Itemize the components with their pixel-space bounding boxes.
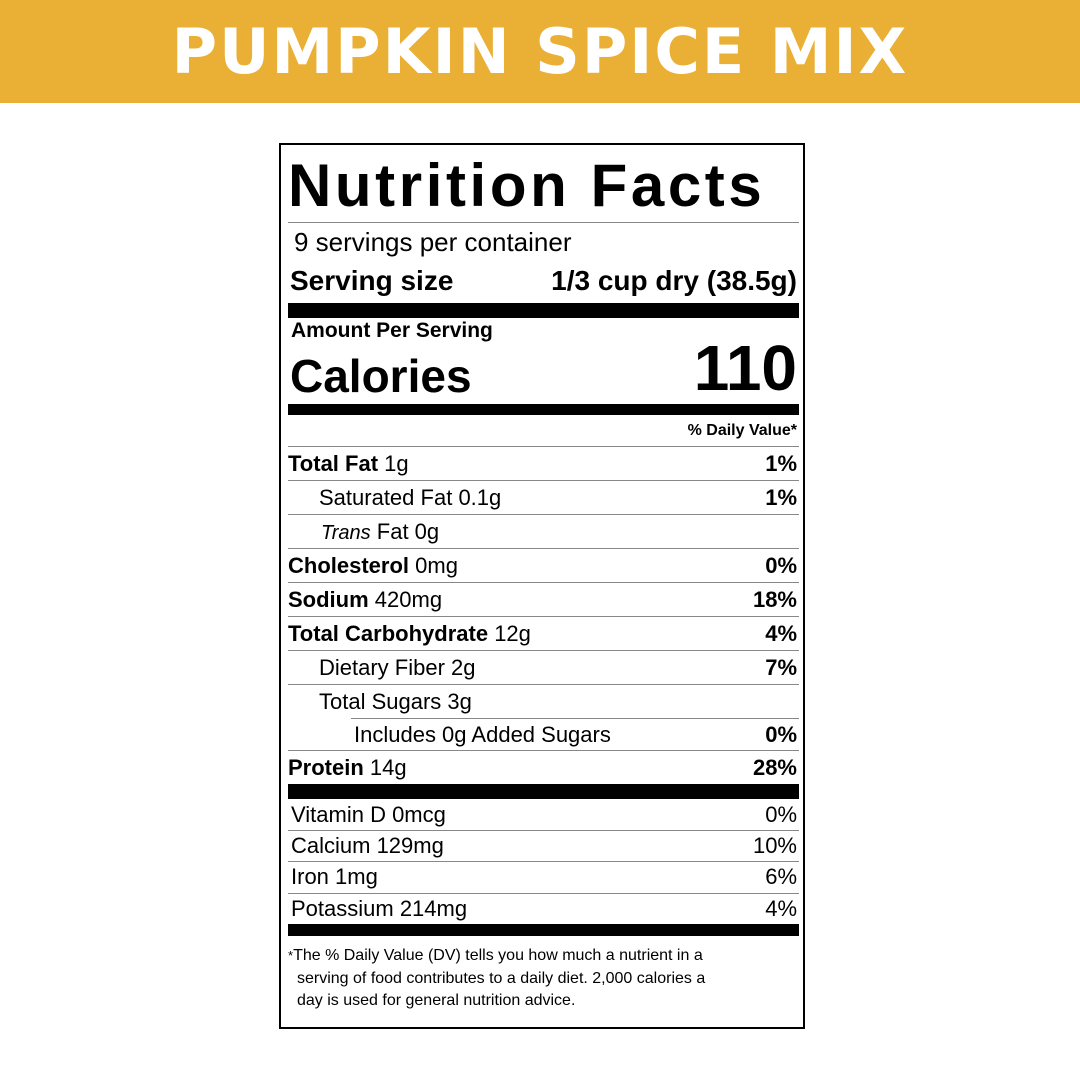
nutrient-row: Includes 0g Added Sugars 0% xyxy=(351,718,799,750)
thick-divider xyxy=(288,924,799,936)
label-title: Nutrition Facts xyxy=(288,152,766,219)
thick-divider xyxy=(288,404,799,415)
footnote: *The % Daily Value (DV) tells you how mu… xyxy=(288,947,706,1009)
serving-size-value: 1/3 cup dry (38.5g) xyxy=(551,265,797,296)
nutrient-row: Saturated Fat 0.1g 1% xyxy=(288,480,799,514)
vitamin-row: Potassium 214mg 4% xyxy=(288,893,799,924)
nutrient-row: Trans Fat 0g xyxy=(288,514,799,548)
vitamin-row: Vitamin D 0mcg 0% xyxy=(291,801,797,827)
thick-divider xyxy=(288,784,799,799)
title-banner: PUMPKIN SPICE MIX xyxy=(0,0,1080,103)
vitamin-row: Calcium 129mg 10% xyxy=(288,830,799,861)
nutrient-row: Total Carbohydrate 12g 4% xyxy=(288,616,799,650)
servings-per-container: 9 servings per container xyxy=(294,227,572,257)
nutrient-row: Sodium 420mg 18% xyxy=(288,582,799,616)
nutrient-row: Cholesterol 0mg 0% xyxy=(288,548,799,582)
serving-size-label: Serving size xyxy=(290,265,454,296)
serving-size: Serving size 1/3 cup dry (38.5g) xyxy=(290,265,797,297)
nutrient-row: Total Sugars 3g xyxy=(288,684,799,718)
calories-label: Calories xyxy=(290,350,472,402)
daily-value-header: % Daily Value* xyxy=(687,422,797,439)
divider xyxy=(288,222,799,223)
nutrient-row: Protein 14g 28% xyxy=(288,750,799,784)
vitamin-row: Iron 1mg 6% xyxy=(288,861,799,892)
nutrient-row: Dietary Fiber 2g 7% xyxy=(288,650,799,684)
calories-value: 110 xyxy=(693,332,797,404)
amount-per-serving: Amount Per Serving xyxy=(291,319,493,342)
product-title: PUMPKIN SPICE MIX xyxy=(171,15,909,88)
nutrient-row: Total Fat 1g 1% xyxy=(288,446,799,480)
thick-divider xyxy=(288,303,799,318)
nutrition-facts-label: Nutrition Facts 9 servings per container… xyxy=(279,143,805,1029)
